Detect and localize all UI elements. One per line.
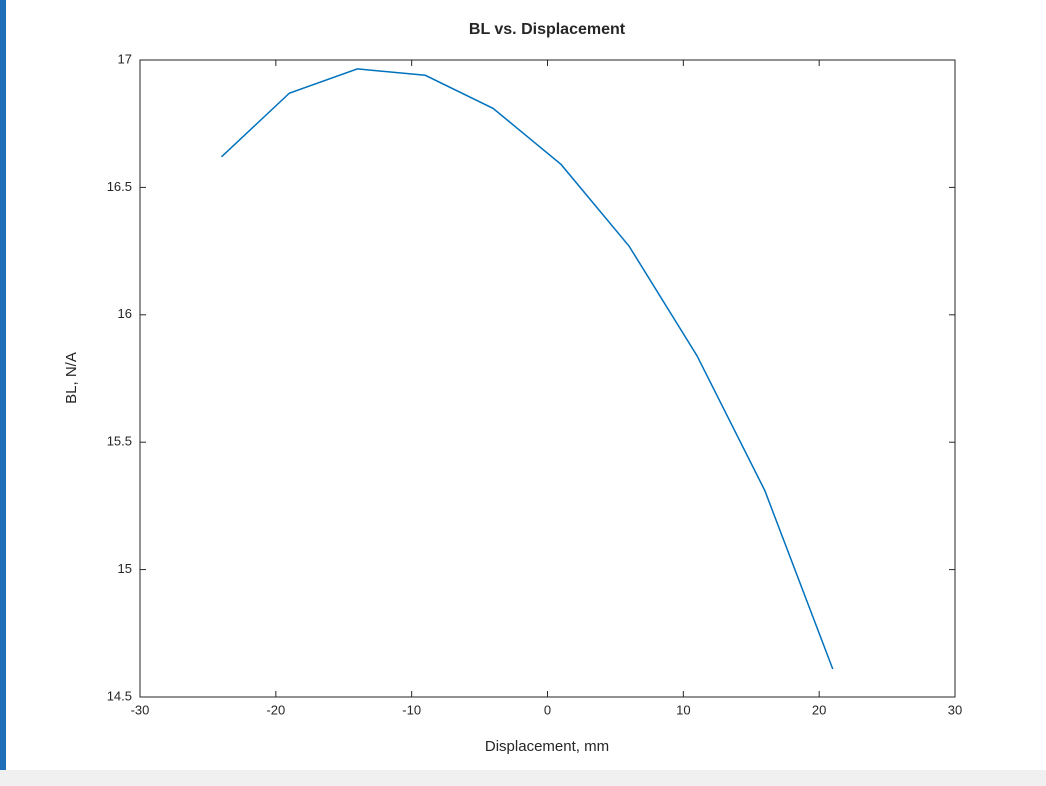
- y-axis-label: BL, N/A: [63, 352, 80, 404]
- chart-title: BL vs. Displacement: [469, 21, 626, 38]
- y-tick-label: 14.5: [107, 688, 132, 703]
- data-line: [220, 68, 834, 670]
- y-tick-label: 17: [118, 51, 132, 66]
- plot-box: [139, 59, 956, 698]
- x-tick-label: -10: [402, 702, 421, 717]
- x-tick-label: -30: [131, 702, 150, 717]
- y-tick-label: 16: [118, 306, 132, 321]
- x-axis-label: Displacement, mm: [485, 738, 609, 755]
- x-tick-label: 30: [948, 702, 962, 717]
- side-strip: [0, 0, 6, 770]
- y-tick-label: 15.5: [107, 434, 132, 449]
- bottom-bar: [0, 770, 1046, 786]
- x-tick-label: 20: [812, 702, 826, 717]
- x-tick-label: 10: [676, 702, 690, 717]
- x-tick-label: -20: [266, 702, 285, 717]
- y-tick-label: 16.5: [107, 179, 132, 194]
- y-tick-label: 15: [118, 561, 132, 576]
- x-tick-label: 0: [544, 702, 551, 717]
